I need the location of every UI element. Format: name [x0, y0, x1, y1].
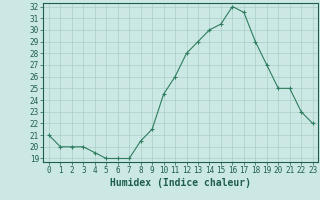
X-axis label: Humidex (Indice chaleur): Humidex (Indice chaleur)	[110, 178, 251, 188]
